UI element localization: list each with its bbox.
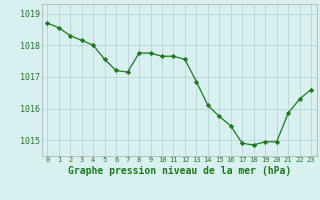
X-axis label: Graphe pression niveau de la mer (hPa): Graphe pression niveau de la mer (hPa): [68, 166, 291, 176]
